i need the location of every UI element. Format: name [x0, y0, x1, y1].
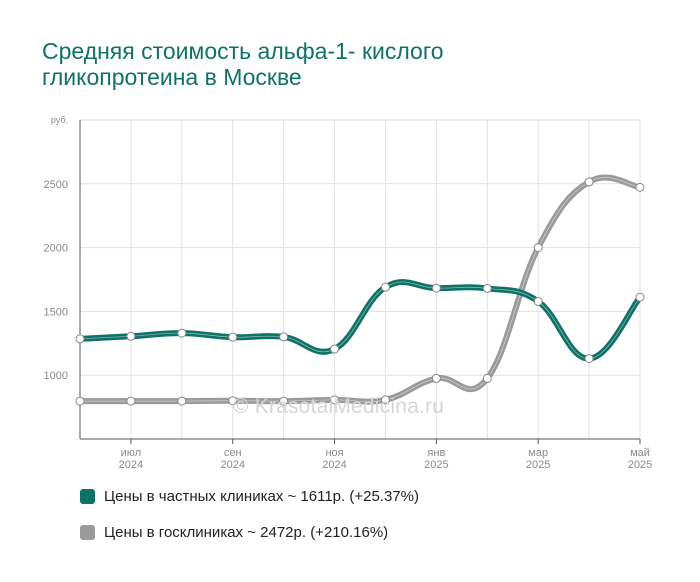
data-point-private [635, 292, 645, 302]
legend-item-private[interactable]: Цены в частных клиниках ~ 1611р. (+25.37… [80, 488, 419, 505]
legend-label-private: Цены в частных клиниках ~ 1611р. (+25.37… [104, 488, 419, 505]
chart-title: Средняя стоимость альфа-1- кислого глико… [42, 38, 444, 90]
x-tick-label-year: 2025 [526, 459, 550, 471]
x-tick-label-month: ноя [325, 447, 343, 459]
series-line-public [77, 174, 643, 405]
legend-label-public: Цены в госклиниках ~ 2472р. (+210.16%) [104, 524, 389, 541]
data-point-public [330, 395, 340, 405]
y-tick-label: 1500 [44, 306, 68, 318]
data-point-public [279, 396, 289, 406]
x-tick-label-month: май [630, 447, 650, 459]
x-tick-label-month: мар [528, 447, 548, 459]
data-point-public [177, 396, 187, 406]
data-point-public [75, 396, 85, 406]
data-point-public [533, 243, 543, 253]
data-point-private [380, 282, 390, 292]
x-tick-label-month: июл [121, 447, 142, 459]
x-tick-label-month: янв [427, 447, 445, 459]
legend-swatch-private [80, 489, 95, 504]
y-axis-unit: руб. [51, 115, 68, 125]
x-tick-label-year: 2025 [628, 459, 652, 471]
series-line-private [77, 279, 643, 362]
data-point-public [380, 395, 390, 405]
legend-swatch-public [80, 525, 95, 540]
x-tick-label-year: 2025 [424, 459, 448, 471]
data-point-private [126, 331, 136, 341]
data-point-public [584, 177, 594, 187]
data-point-private [330, 344, 340, 354]
x-tick-label-month: сен [224, 447, 242, 459]
x-tick-label-year: 2024 [322, 459, 346, 471]
data-point-public [431, 373, 441, 383]
data-point-public [482, 373, 492, 383]
watermark: © KrasotaiMedicina.ru [233, 395, 445, 418]
data-point-public [126, 396, 136, 406]
data-point-private [75, 334, 85, 344]
data-point-private [228, 332, 238, 342]
y-tick-label: 2000 [44, 243, 68, 255]
data-point-private [584, 354, 594, 364]
data-point-private [177, 328, 187, 338]
data-point-public [228, 396, 238, 406]
data-point-public [635, 182, 645, 192]
data-point-private [431, 283, 441, 293]
x-tick-label-year: 2024 [119, 459, 143, 471]
y-tick-label: 1000 [44, 370, 68, 382]
data-point-private [279, 332, 289, 342]
data-point-private [533, 296, 543, 306]
x-tick-label-year: 2024 [220, 459, 244, 471]
y-tick-label: 2500 [44, 179, 68, 191]
legend-item-public[interactable]: Цены в госклиниках ~ 2472р. (+210.16%) [80, 524, 388, 541]
data-point-private [482, 283, 492, 293]
